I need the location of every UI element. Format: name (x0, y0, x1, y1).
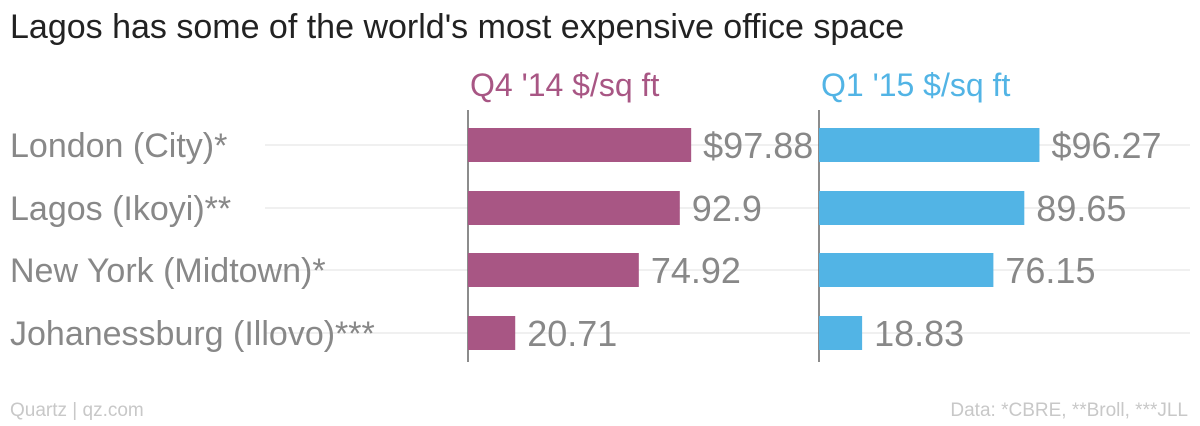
footer-source-right: Data: *CBRE, **Broll, ***JLL (950, 400, 1188, 421)
bar-q1-15-sq-ft-lagos-ikoyi (819, 191, 1025, 225)
series-header-q4-14-sq-ft: Q4 '14 $/sq ft (470, 67, 659, 103)
bar-q1-15-sq-ft-london-city (819, 128, 1040, 162)
series-panel-q1-15: Q1 '15 $/sq ft $96.27 89.65 76.15 18.83 (818, 67, 1162, 362)
value-label-q4-14-sq-ft-johanessburg-illovo: 20.71 (527, 313, 617, 354)
bar-q1-15-sq-ft-new-york-midtown (819, 253, 994, 287)
series-header-q1-15-sq-ft: Q1 '15 $/sq ft (821, 67, 1010, 103)
category-label-johanessburg-illovo: Johanessburg (Illovo)*** (10, 315, 375, 353)
value-label-q1-15-sq-ft-london-city: $96.27 (1051, 125, 1161, 166)
category-labels: London (City)* Lagos (Ikoyi)** New York (M… (10, 127, 375, 353)
value-label-q4-14-sq-ft-new-york-midtown: 74.92 (651, 250, 741, 291)
value-label-q1-15-sq-ft-lagos-ikoyi: 89.65 (1036, 188, 1126, 229)
bar-q4-14-sq-ft-johanessburg-illovo (468, 316, 516, 350)
category-label-london-city: London (City)* (10, 127, 227, 165)
value-label-q1-15-sq-ft-johanessburg-illovo: 18.83 (874, 313, 964, 354)
gridlines (265, 144, 1190, 334)
category-label-new-york-midtown: New York (Midtown)* (10, 252, 326, 290)
category-label-lagos-ikoyi: Lagos (Ikoyi)** (10, 190, 231, 228)
footer-source-left: Quartz | qz.com (10, 400, 144, 421)
bar-q4-14-sq-ft-lagos-ikoyi (468, 191, 680, 225)
bar-q1-15-sq-ft-johanessburg-illovo (819, 316, 863, 350)
bar-q4-14-sq-ft-new-york-midtown (468, 253, 639, 287)
chart-title: Lagos has some of the world's most expen… (10, 8, 905, 46)
series-panel-q4-14: Q4 '14 $/sq ft $97.88 92.9 74.92 20.71 (467, 67, 813, 362)
bar-q4-14-sq-ft-london-city (468, 128, 692, 162)
value-label-q1-15-sq-ft-new-york-midtown: 76.15 (1005, 250, 1095, 291)
value-label-q4-14-sq-ft-london-city: $97.88 (703, 125, 813, 166)
value-label-q4-14-sq-ft-lagos-ikoyi: 92.9 (692, 188, 762, 229)
